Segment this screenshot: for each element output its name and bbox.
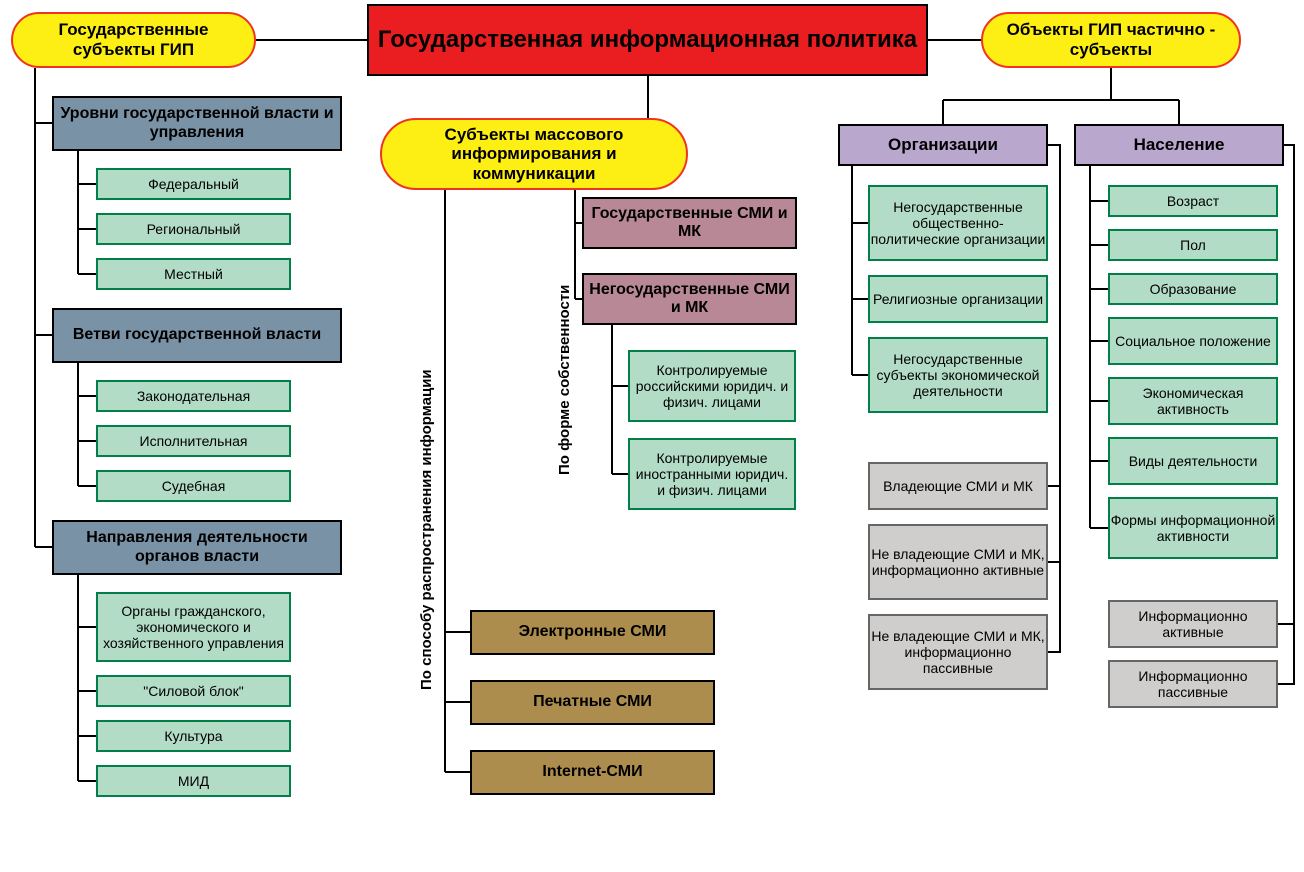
left-header-branches: Ветви государственной власти — [52, 308, 342, 363]
main-title: Государственная информационная политика — [367, 4, 928, 76]
pop-header: Население — [1074, 124, 1284, 166]
pop-item: Виды деятельности — [1108, 437, 1278, 485]
orgs-gray-item: Не владеющие СМИ и МК, информационно пас… — [868, 614, 1048, 690]
pop-item: Формы информационной активности — [1108, 497, 1278, 559]
pop-item: Возраст — [1108, 185, 1278, 217]
distribution-item: Электронные СМИ — [470, 610, 715, 655]
distribution-item: Internet-СМИ — [470, 750, 715, 795]
left-header-levels: Уровни государственной власти и управлен… — [52, 96, 342, 151]
left-item: Местный — [96, 258, 291, 290]
vlabel-ownership: По форме собственности — [556, 195, 573, 475]
ownership-nonstate-smi: Негосударственные СМИ и МК — [582, 273, 797, 325]
left-item: Культура — [96, 720, 291, 752]
left-item: Законодательная — [96, 380, 291, 412]
pop-item: Пол — [1108, 229, 1278, 261]
left-item: "Силовой блок" — [96, 675, 291, 707]
orgs-header: Организации — [838, 124, 1048, 166]
orgs-gray-item: Владеющие СМИ и МК — [868, 462, 1048, 510]
pop-item: Экономическая активность — [1108, 377, 1278, 425]
pop-item: Социальное положение — [1108, 317, 1278, 365]
orgs-item: Религиозные организации — [868, 275, 1048, 323]
pill-mass-subjects: Субъекты массового информирования и комм… — [380, 118, 688, 190]
left-item: МИД — [96, 765, 291, 797]
ownership-item: Контролируемые российскими юридич. и физ… — [628, 350, 796, 422]
left-item: Региональный — [96, 213, 291, 245]
pill-objects: Объекты ГИП частично - субъекты — [981, 12, 1241, 68]
pop-item: Образование — [1108, 273, 1278, 305]
orgs-gray-item: Не владеющие СМИ и МК, информационно акт… — [868, 524, 1048, 600]
left-item: Федеральный — [96, 168, 291, 200]
pill-state-subjects: Государственные субъекты ГИП — [11, 12, 256, 68]
pop-gray-item: Информационно пассивные — [1108, 660, 1278, 708]
distribution-item: Печатные СМИ — [470, 680, 715, 725]
ownership-item: Контролируемые иностранными юридич. и фи… — [628, 438, 796, 510]
orgs-item: Негосударственные общественно-политическ… — [868, 185, 1048, 261]
vlabel-distribution: По способу распространения информации — [418, 230, 435, 690]
pop-gray-item: Информационно активные — [1108, 600, 1278, 648]
left-item: Судебная — [96, 470, 291, 502]
left-item: Органы гражданского, экономического и хо… — [96, 592, 291, 662]
orgs-item: Негосударственные субъекты экономической… — [868, 337, 1048, 413]
left-item: Исполнительная — [96, 425, 291, 457]
ownership-state-smi: Государственные СМИ и МК — [582, 197, 797, 249]
left-header-directions: Направления деятельности органов власти — [52, 520, 342, 575]
